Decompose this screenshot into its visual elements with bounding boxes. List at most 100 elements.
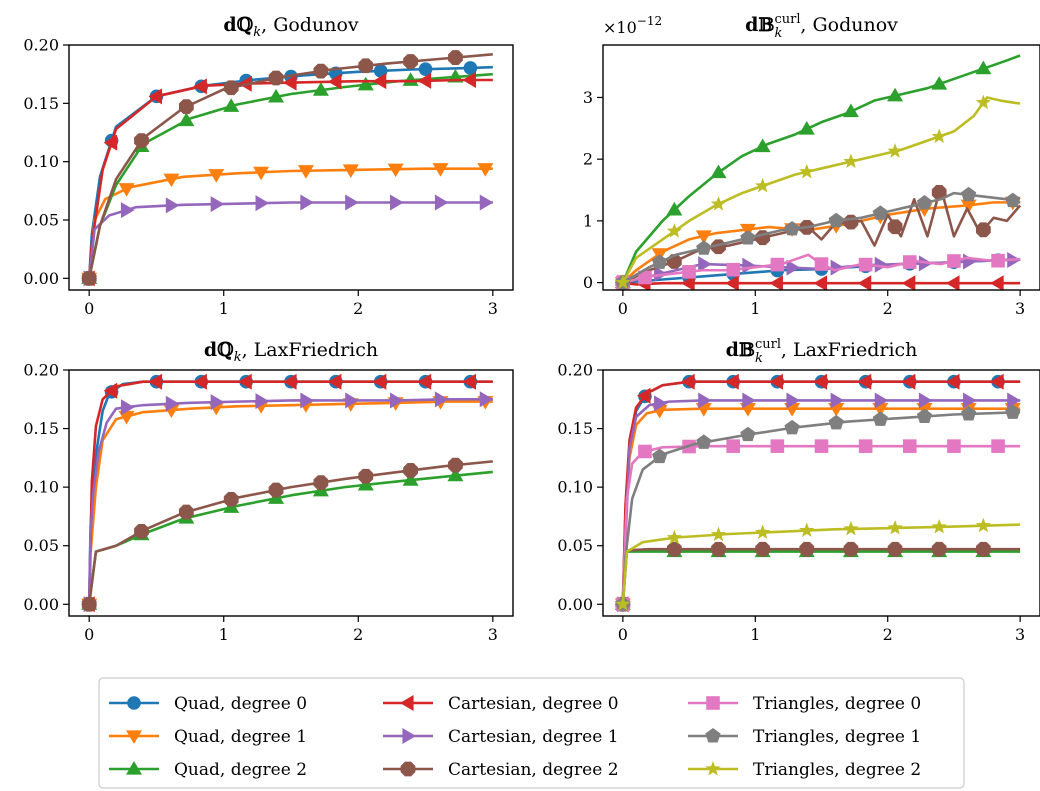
series-marker-tri0 (858, 439, 873, 453)
series-marker-cart1 (918, 392, 933, 409)
legend-item-quad1: Quad, degree 1 (109, 727, 307, 747)
series-marker-cart1 (874, 256, 889, 273)
series-marker-cart1 (830, 259, 845, 276)
series-marker-quad0 (418, 62, 433, 76)
series-marker-tri2 (887, 519, 903, 535)
x-tick-label: 3 (1015, 625, 1025, 644)
series-marker-quad0 (463, 61, 478, 75)
y-tick-label: 0.20 (23, 361, 59, 380)
axes-frame (68, 44, 514, 291)
series-marker-tri2 (755, 177, 771, 193)
series-marker-quad2 (312, 82, 329, 96)
series-marker-tri0 (726, 262, 741, 277)
y-tick-label: 0.05 (557, 536, 593, 555)
series-marker-quad2 (975, 60, 992, 75)
x-tick-label: 0 (84, 625, 94, 644)
chart-title: dℚk, Godunov (223, 14, 359, 40)
legend-item-tri1: Triangles, degree 1 (688, 727, 921, 747)
series-marker-tri1 (828, 212, 844, 228)
series-marker-cart0 (148, 88, 163, 105)
series-line-tri2 (621, 96, 1021, 284)
series-marker-cart0 (148, 373, 163, 390)
series-marker-cart2 (313, 63, 329, 79)
series-group (81, 373, 494, 613)
series-marker-tri2 (975, 517, 991, 533)
series-line-cart1 (621, 399, 1021, 605)
series-marker-cart2 (843, 214, 859, 230)
y-tick-label: 0.00 (23, 269, 59, 288)
series-marker-tri0 (638, 444, 652, 459)
series-marker-cart2 (223, 80, 239, 96)
series-marker-cart1 (479, 391, 494, 408)
series-marker-tri0 (902, 439, 917, 453)
series-line-quad2 (87, 470, 493, 605)
axes-frame (602, 369, 1040, 617)
series-marker-cart1 (479, 194, 494, 211)
series-marker-cart2 (134, 523, 149, 539)
series-marker-tri2 (887, 143, 903, 158)
series-marker-cart2 (403, 54, 418, 69)
series-marker-cart0 (283, 373, 297, 390)
axes-frame (602, 44, 1040, 291)
series-marker-cart1 (210, 394, 225, 411)
series-marker-cart0 (193, 373, 207, 390)
series-marker-quad1 (253, 166, 270, 181)
series-marker-cart2 (81, 596, 97, 612)
series-marker-tri2 (666, 529, 682, 545)
legend-label: Quad, degree 1 (174, 727, 307, 747)
series-marker-cart0 (990, 373, 1004, 390)
series-marker-cart1 (210, 196, 225, 213)
series-marker-tri1 (828, 414, 844, 430)
series-marker-cart1 (963, 253, 977, 270)
axis-exponent-label: ×10−12 (603, 14, 662, 37)
series-marker-quad2 (357, 76, 374, 91)
legend-item-tri0: Triangles, degree 0 (688, 694, 921, 714)
series-marker-cart1 (963, 392, 977, 409)
series-marker-quad0 (373, 64, 388, 78)
series-group (81, 50, 494, 287)
series-marker-cart2 (178, 99, 194, 115)
series-marker-quad1 (208, 169, 225, 183)
series-marker-cart0 (945, 373, 960, 390)
series-marker-quad2 (402, 472, 419, 486)
chart-panel-bottom-left: 0 1 2 3 0.00 0.05 0.10 0.15 0.20 dℚk, LaxFriedric… (23, 339, 514, 644)
series-marker-tri1 (740, 426, 756, 442)
series-line-quad0 (87, 380, 493, 605)
legend-label: Cartesian, degree 2 (448, 760, 619, 780)
series-marker-cart0 (769, 373, 783, 390)
series-marker-cart2 (887, 541, 903, 557)
legend-label: Triangles, degree 0 (753, 694, 921, 714)
series-marker-quad1 (387, 163, 404, 178)
y-tick-label: 2 (583, 150, 593, 169)
series-marker-cart0 (945, 275, 960, 290)
legend-item-cart2: Cartesian, degree 2 (383, 760, 619, 780)
series-marker-cart0 (327, 373, 342, 390)
series-marker-tri2 (710, 196, 727, 211)
y-tick-label: 0.10 (23, 152, 59, 171)
series-marker-quad1 (477, 163, 494, 177)
series-marker-cart0 (681, 373, 695, 390)
series-marker-cart2 (931, 185, 947, 200)
series-marker-cart0 (103, 382, 118, 399)
series-marker-tri1 (872, 205, 888, 220)
series-marker-quad2 (754, 138, 771, 153)
series-marker-cart2 (975, 222, 991, 238)
x-tick-label: 1 (750, 625, 760, 644)
series-marker-quad2 (223, 98, 240, 112)
series-marker-cart2 (448, 50, 463, 65)
series-line-cart0 (87, 78, 493, 279)
series-marker-quad1 (960, 199, 977, 214)
series-marker-tri1 (652, 254, 668, 269)
series-marker-cart0 (372, 373, 387, 390)
x-tick-label: 1 (219, 299, 229, 318)
series-group (614, 54, 1022, 290)
series-marker-cart1 (300, 194, 314, 211)
series-marker-quad2 (268, 88, 285, 103)
series-marker-tri0 (770, 257, 785, 272)
series-marker-tri2 (975, 94, 991, 110)
series-marker-tri1 (784, 419, 800, 435)
series-marker-cart2 (268, 482, 284, 498)
series-marker-cart2 (666, 541, 682, 557)
chart-panel-top-right: 0 1 2 3 0 1 2 3 ×10−12 d𝔹curl k, Godunov (583, 12, 1040, 318)
series-marker-tri2 (755, 524, 771, 539)
